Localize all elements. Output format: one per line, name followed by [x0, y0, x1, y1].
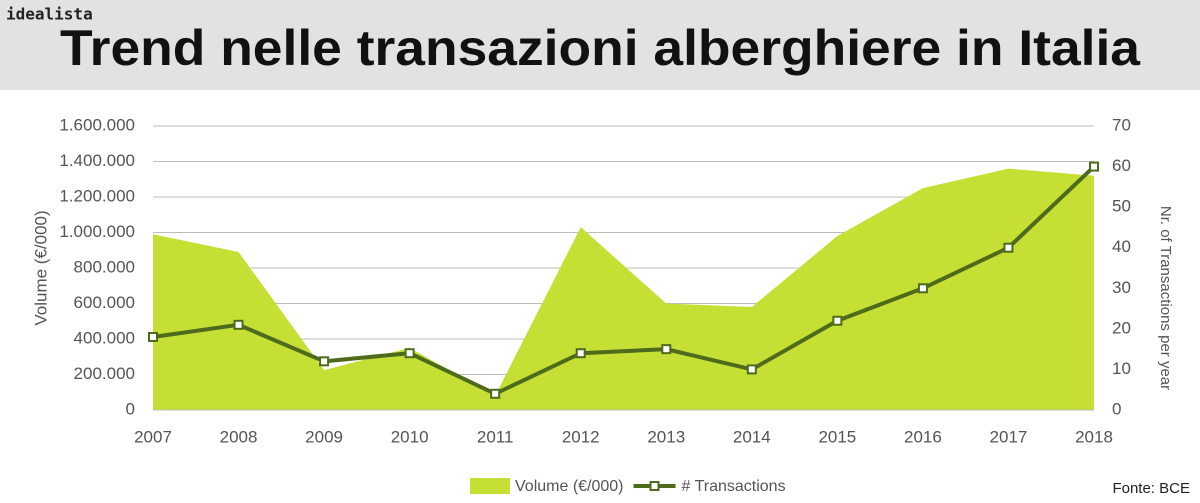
x-tick-label: 2017 — [990, 427, 1028, 446]
y-tick-label: 1.400.000 — [59, 151, 135, 170]
x-tick-label: 2008 — [220, 427, 258, 446]
y2-tick-label: 10 — [1112, 359, 1131, 378]
marker — [917, 283, 928, 294]
legend-swatch — [649, 481, 660, 491]
x-tick-label: 2009 — [305, 427, 343, 446]
marker — [319, 356, 330, 367]
y-tick-label: 1.200.000 — [59, 186, 135, 205]
y2-tick-label: 20 — [1112, 318, 1131, 337]
x-tick-label: 2016 — [904, 427, 942, 446]
line — [152, 165, 1096, 396]
y-tick-label: 400.000 — [74, 328, 135, 347]
marker — [575, 348, 586, 359]
chart-title: Trend nelle transazioni alberghiere in I… — [60, 20, 1141, 76]
source: Fonte: BCE — [1112, 480, 1190, 497]
x-tick-label: 2012 — [562, 427, 600, 446]
y-axis-label: Volume (€/000) — [31, 210, 50, 325]
marker — [1089, 161, 1099, 172]
brand: idealista — [6, 5, 93, 24]
marker — [832, 315, 843, 326]
x-tick-label: 2018 — [1075, 427, 1113, 446]
y2-tick-label: 40 — [1112, 237, 1131, 256]
x-tick-label: 2015 — [818, 427, 856, 446]
legend-swatch — [470, 478, 510, 494]
y-tick-label: 1.000.000 — [59, 222, 135, 241]
marker — [746, 364, 757, 375]
y2-tick-label: 70 — [1112, 115, 1131, 134]
marker — [148, 331, 158, 342]
y2-tick-label: 0 — [1112, 399, 1121, 418]
area — [153, 168, 1094, 410]
x-tick-label: 2007 — [134, 427, 172, 446]
header-bg — [0, 0, 1200, 90]
y-tick-label: 800.000 — [74, 257, 135, 276]
x-tick-label: 2014 — [733, 427, 771, 446]
y-tick-label: 0 — [126, 399, 135, 418]
marker — [490, 388, 501, 399]
x-tick-label: 2010 — [391, 427, 429, 446]
legend-label: # Transactions — [682, 478, 786, 495]
y2-tick-label: 30 — [1112, 278, 1131, 297]
x-tick-label: 2013 — [647, 427, 685, 446]
y-tick-label: 1.600.000 — [59, 115, 135, 134]
x-tick-label: 2011 — [477, 427, 514, 446]
y2-tick-label: 60 — [1112, 156, 1131, 175]
y2-axis-label: Nr. of Transactions per year — [1157, 206, 1174, 390]
legend-label: Volume (€/000) — [515, 478, 624, 495]
marker — [1003, 242, 1014, 253]
y-tick-label: 200.000 — [74, 364, 135, 383]
y-tick-label: 600.000 — [74, 293, 135, 312]
marker — [661, 344, 672, 355]
marker — [404, 348, 415, 359]
marker — [233, 319, 244, 330]
y2-tick-label: 50 — [1112, 197, 1131, 216]
